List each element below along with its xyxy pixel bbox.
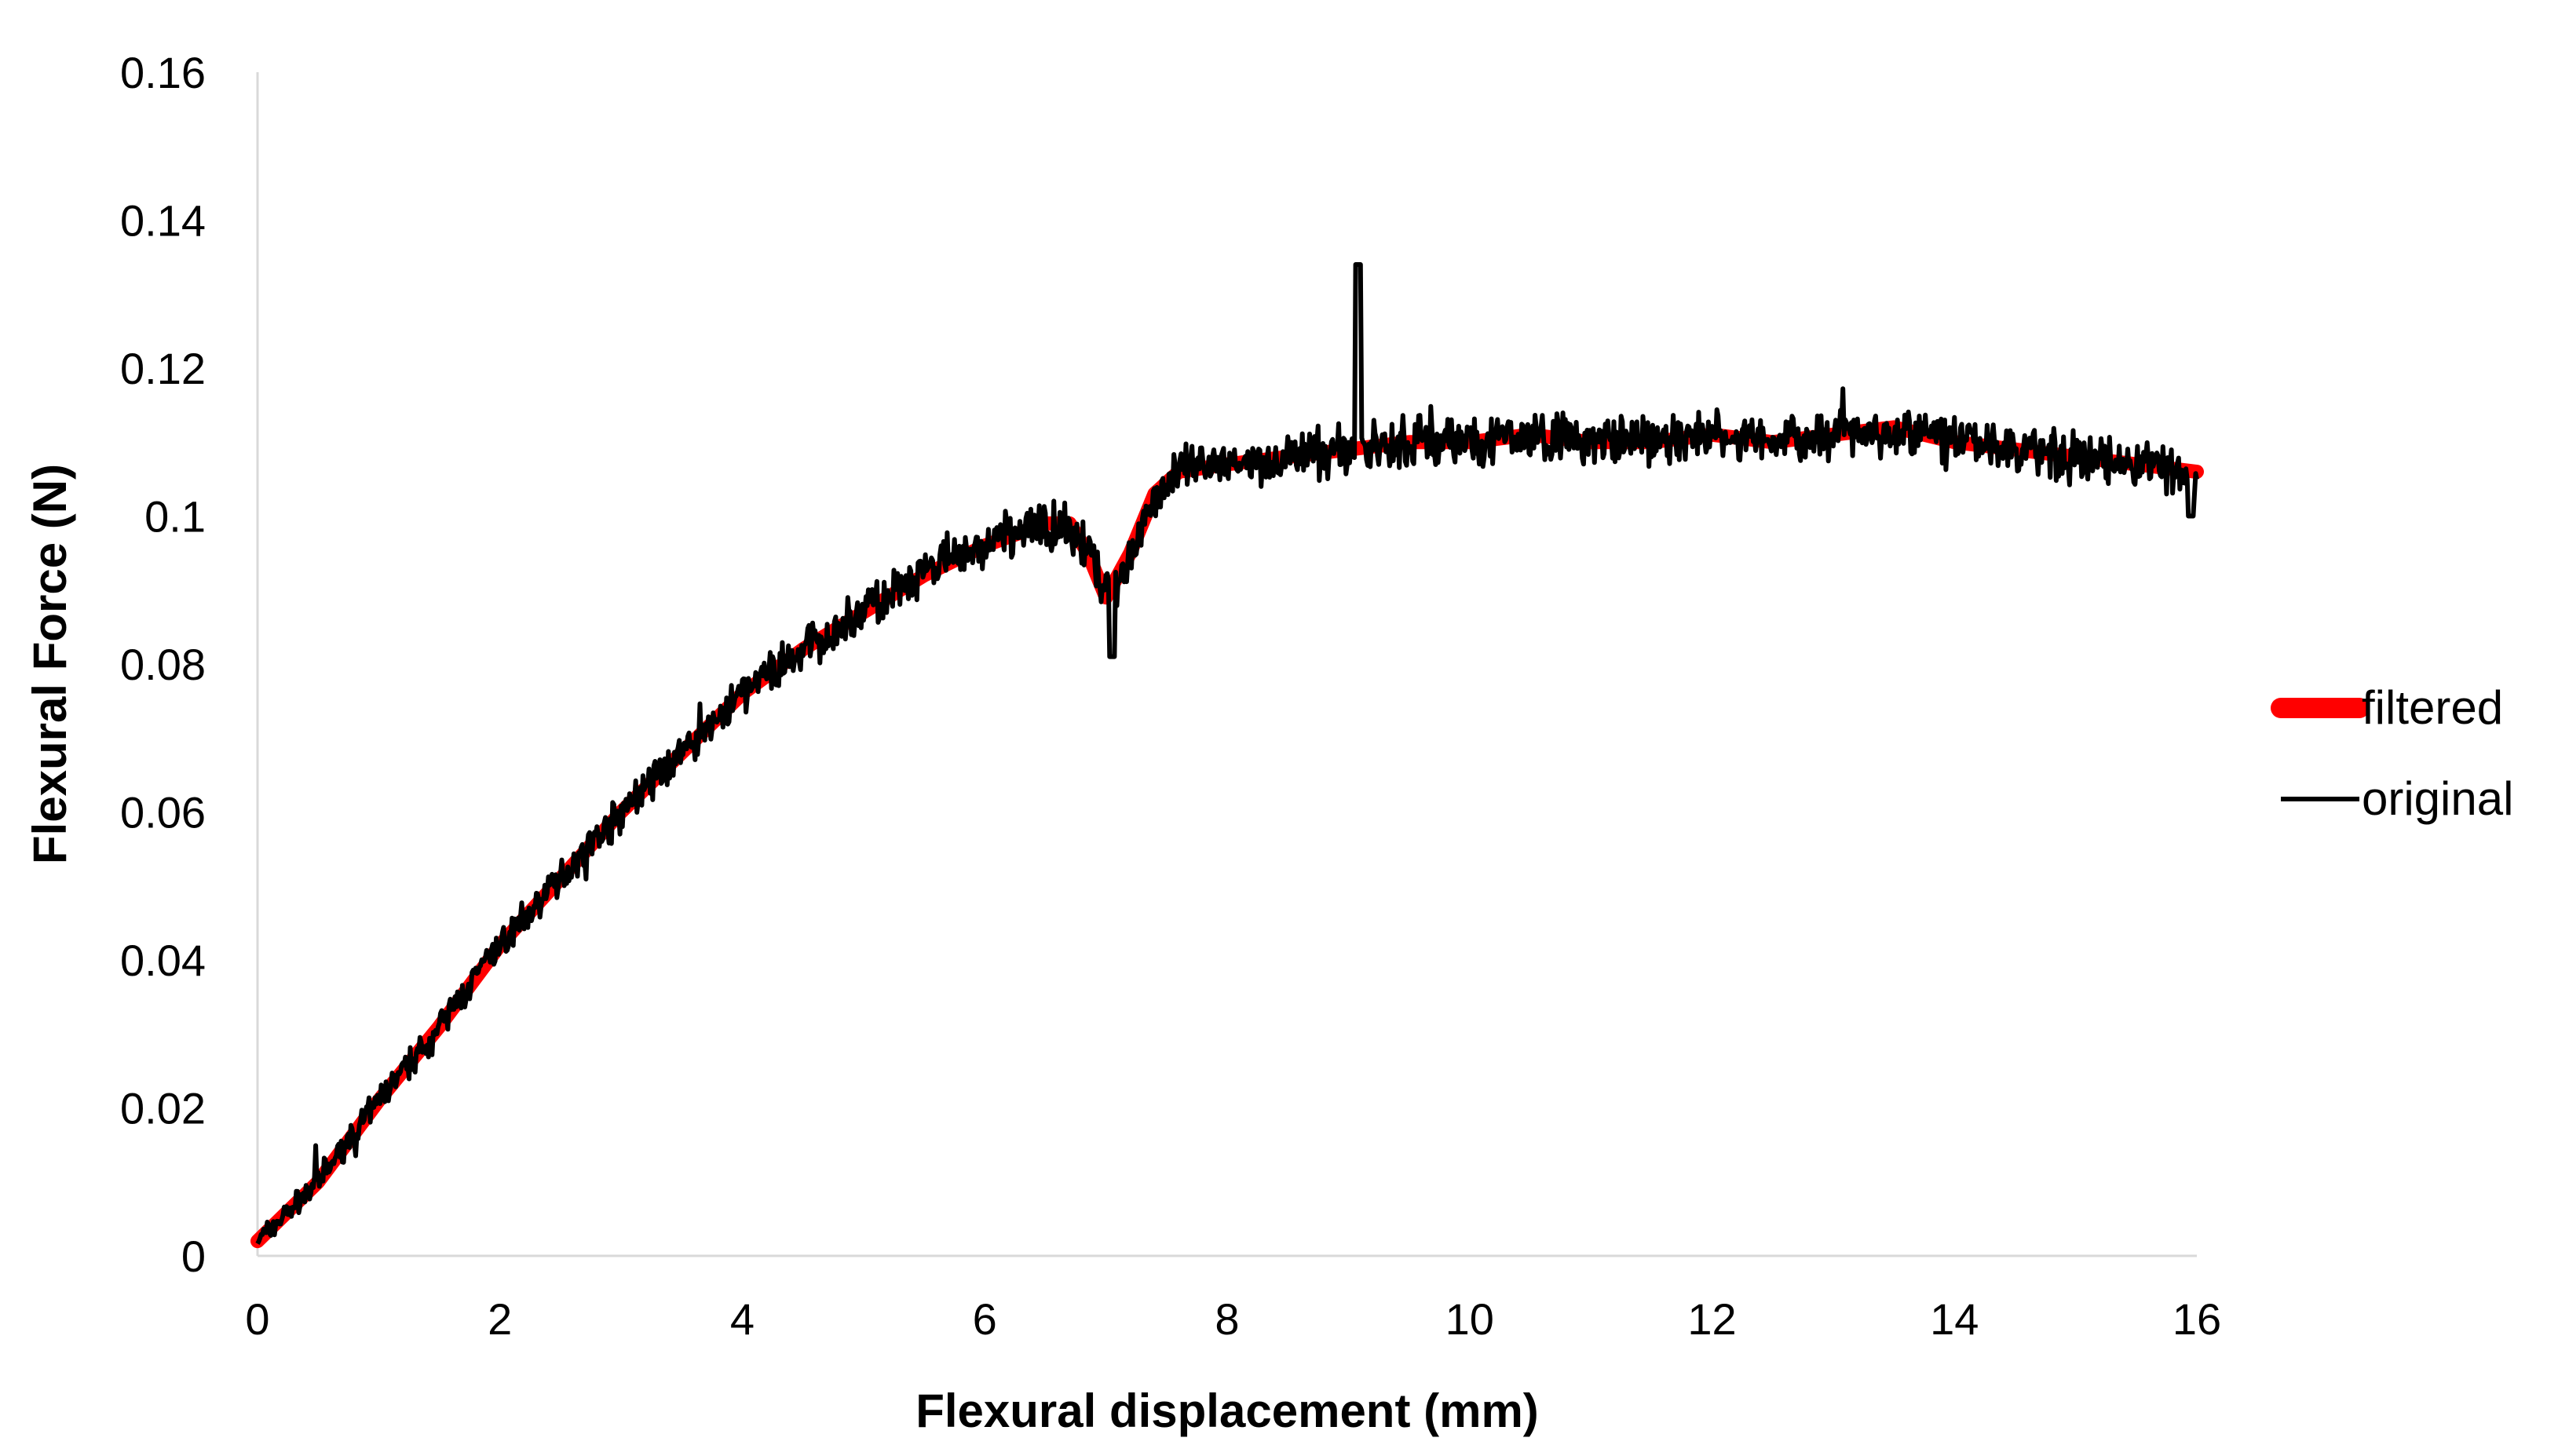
x-tick-label: 14 (1930, 1294, 1979, 1344)
x-tick-label: 2 (488, 1294, 512, 1344)
x-tick-label: 16 (2173, 1294, 2221, 1344)
y-tick-label: 0.04 (120, 936, 206, 985)
legend-item-original: original (2281, 772, 2513, 825)
series-original-line (255, 262, 2199, 1245)
y-axis-ticks: 0 0.02 0.04 0.06 0.08 0.1 0.12 0.14 0.16 (120, 48, 206, 1281)
x-tick-label: 12 (1687, 1294, 1736, 1344)
x-tick-label: 10 (1445, 1294, 1494, 1344)
y-tick-label: 0.06 (120, 788, 206, 837)
y-tick-label: 0.16 (120, 48, 206, 97)
x-axis-ticks: 0 2 4 6 8 10 12 14 16 (245, 1294, 2221, 1344)
legend-label-original: original (2362, 772, 2513, 825)
y-tick-label: 0.14 (120, 196, 206, 246)
y-axis-title: Flexural Force (N) (24, 464, 76, 864)
legend-label-filtered: filtered (2362, 681, 2503, 734)
x-axis-title: Flexural displacement (mm) (915, 1385, 1539, 1437)
y-tick-label: 0.1 (144, 492, 206, 542)
y-tick-label: 0.12 (120, 344, 206, 393)
y-tick-label: 0 (181, 1232, 206, 1281)
legend-item-filtered: filtered (2271, 681, 2503, 734)
y-tick-label: 0.08 (120, 640, 206, 689)
series-layer (250, 262, 2204, 1249)
plot-area: 0 2 4 6 8 10 12 14 16 0 0.02 0.04 0.06 0.08 0.1 0.12 0.… (120, 48, 2221, 1344)
x-tick-label: 6 (973, 1294, 997, 1344)
x-tick-label: 8 (1215, 1294, 1239, 1344)
y-tick-label: 0.02 (120, 1084, 206, 1133)
x-tick-label: 0 (245, 1294, 269, 1344)
x-tick-label: 4 (730, 1294, 755, 1344)
legend: filtered original (2271, 681, 2513, 825)
series-filtered-line (250, 420, 2204, 1249)
